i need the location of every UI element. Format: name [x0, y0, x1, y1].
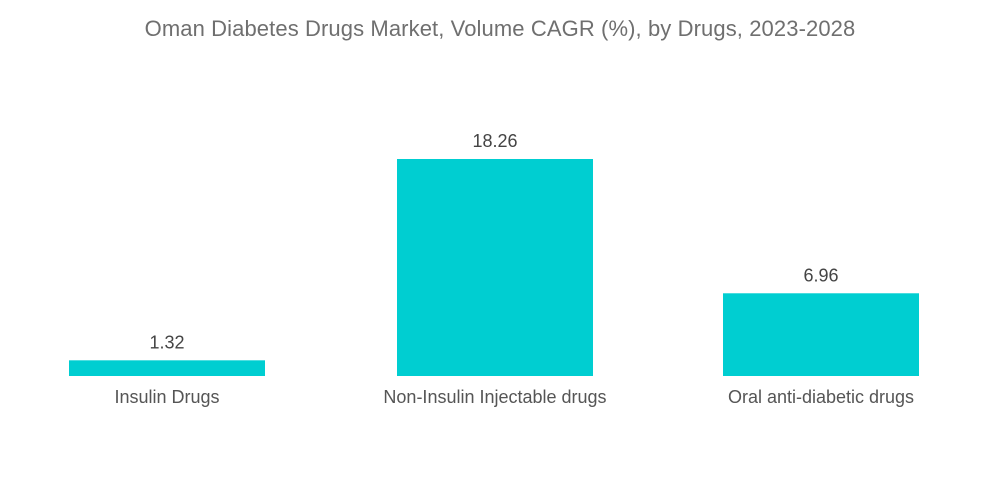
- category-label-3: Oral anti-diabetic drugs: [728, 387, 914, 407]
- category-label-2: Non-Insulin Injectable drugs: [383, 387, 606, 407]
- data-label-3: 6.96: [803, 265, 838, 285]
- chart-title: Oman Diabetes Drugs Market, Volume CAGR …: [144, 16, 856, 41]
- bar-3: [723, 293, 919, 376]
- bar-1: [69, 360, 265, 376]
- bar-2: [397, 159, 593, 376]
- data-label-2: 18.26: [472, 131, 517, 151]
- category-label-1: Insulin Drugs: [114, 387, 219, 407]
- data-label-1: 1.32: [149, 332, 184, 352]
